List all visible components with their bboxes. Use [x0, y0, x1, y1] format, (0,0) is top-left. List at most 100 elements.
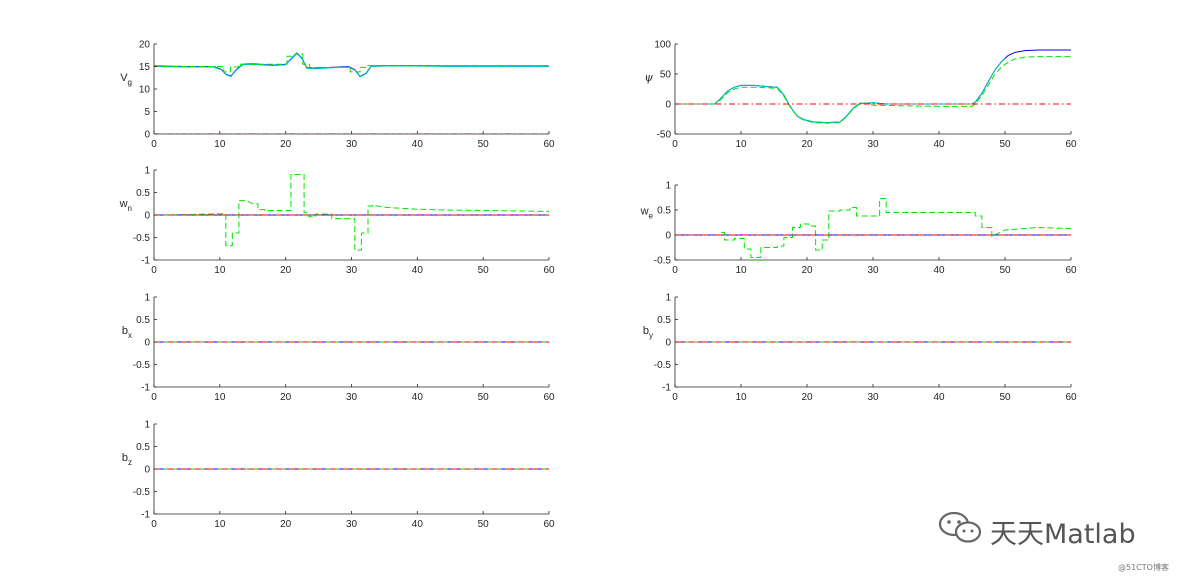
x-tick-label: 60	[543, 265, 555, 276]
y-tick-label: 0.5	[136, 188, 150, 199]
x-tick-label: 60	[543, 519, 555, 530]
x-tick-label: 30	[867, 265, 879, 276]
y-tick-label: -1	[141, 510, 150, 521]
x-tick-label: 60	[1065, 139, 1077, 150]
y-tick-label: 1	[144, 293, 150, 304]
y-tick-label: 0.5	[657, 315, 671, 326]
x-tick-label: 30	[346, 519, 358, 530]
x-tick-label: 30	[346, 265, 358, 276]
y-tick-label: 15	[139, 62, 151, 73]
x-tick-label: 20	[801, 392, 813, 403]
y-tick-label: -0.5	[654, 256, 672, 267]
series-line-wn-1	[154, 174, 549, 251]
x-tick-label: 0	[672, 392, 678, 403]
y-axis-label-we: we	[640, 206, 654, 221]
y-tick-label: -1	[662, 383, 671, 394]
y-tick-label: 20	[139, 40, 151, 51]
x-tick-label: 40	[412, 519, 424, 530]
y-tick-label: 0.5	[136, 315, 150, 326]
x-tick-label: 20	[280, 265, 292, 276]
x-tick-label: 60	[543, 139, 555, 150]
series-line-Vg-1	[154, 53, 549, 78]
x-tick-label: 50	[478, 519, 490, 530]
plot-area	[675, 185, 1071, 260]
x-tick-label: 30	[867, 139, 879, 150]
y-tick-label: -50	[657, 130, 672, 141]
x-tick-label: 40	[933, 265, 945, 276]
x-tick-label: 10	[214, 265, 226, 276]
y-tick-label: 1	[144, 420, 150, 431]
x-tick-label: 40	[933, 392, 945, 403]
x-tick-label: 0	[151, 392, 157, 403]
y-tick-label: 10	[139, 85, 151, 96]
x-tick-label: 30	[867, 392, 879, 403]
series-line-we-1	[721, 198, 1071, 258]
x-tick-label: 0	[672, 265, 678, 276]
y-axis-label-Vg: Vg	[120, 72, 132, 87]
y-tick-label: 0	[665, 231, 671, 242]
y-tick-label: 100	[654, 40, 671, 51]
y-axis-label-bz: bz	[122, 452, 132, 467]
y-axis-label-by: by	[643, 325, 653, 340]
y-tick-label: 0	[144, 465, 150, 476]
x-tick-label: 10	[214, 392, 226, 403]
y-tick-label: 50	[660, 70, 672, 81]
x-tick-label: 10	[735, 139, 747, 150]
x-tick-label: 50	[478, 392, 490, 403]
y-tick-label: 1	[144, 166, 150, 177]
x-tick-label: 0	[151, 265, 157, 276]
x-tick-label: 30	[346, 392, 358, 403]
x-tick-label: 40	[412, 392, 424, 403]
subplot-by: 0 10 20 30 40 50 60 -1 -0.5 0 0.5 1 by	[643, 293, 1077, 404]
y-tick-label: 1	[665, 181, 671, 192]
x-tick-label: 40	[412, 139, 424, 150]
x-tick-label: 20	[280, 519, 292, 530]
x-tick-label: 20	[280, 392, 292, 403]
y-tick-label: -1	[141, 256, 150, 267]
plot-area	[154, 44, 549, 134]
x-tick-label: 60	[1065, 392, 1077, 403]
y-axis-label-wn: wn	[119, 198, 132, 213]
y-tick-label: -0.5	[133, 233, 151, 244]
watermark: 天天Matlab	[936, 508, 1156, 550]
series-line-psi-1	[675, 58, 1006, 124]
x-tick-label: 50	[478, 265, 490, 276]
y-tick-label: 1	[665, 293, 671, 304]
x-tick-label: 10	[214, 139, 226, 150]
x-tick-label: 0	[151, 519, 157, 530]
y-tick-label: 0	[144, 211, 150, 222]
series-line-psi-2	[675, 56, 1071, 124]
x-tick-label: 50	[999, 265, 1011, 276]
y-tick-label: 0	[665, 338, 671, 349]
corner-mark: @51CTO博客	[1118, 563, 1169, 572]
y-tick-label: 0	[144, 130, 150, 141]
x-tick-label: 40	[412, 265, 424, 276]
x-tick-label: 20	[801, 265, 813, 276]
x-tick-label: 50	[999, 139, 1011, 150]
x-tick-label: 40	[933, 139, 945, 150]
x-tick-label: 50	[478, 139, 490, 150]
y-tick-label: -1	[141, 383, 150, 394]
wechat-icon	[938, 511, 982, 543]
subplot-bx: 0 10 20 30 40 50 60 -1 -0.5 0 0.5 1 bx	[122, 293, 555, 404]
x-tick-label: 10	[214, 519, 226, 530]
y-tick-label: -0.5	[133, 487, 151, 498]
y-tick-label: 0.5	[657, 206, 671, 217]
y-tick-label: 0	[665, 100, 671, 111]
y-tick-label: 0	[144, 338, 150, 349]
x-tick-label: 10	[735, 265, 747, 276]
y-axis-label-bx: bx	[122, 325, 132, 340]
y-tick-label: -0.5	[654, 360, 672, 371]
x-tick-label: 20	[801, 139, 813, 150]
y-tick-label: 5	[144, 107, 150, 118]
x-tick-label: 0	[151, 139, 157, 150]
subplot-wn: 0 10 20 30 40 50 60 -1 -0.5 0 0.5 1 wn	[119, 166, 555, 277]
x-tick-label: 20	[280, 139, 292, 150]
x-tick-label: 0	[672, 139, 678, 150]
watermark-text: 天天Matlab	[990, 519, 1136, 550]
y-tick-label: 0.5	[136, 442, 150, 453]
y-axis-label-psi: ψ	[644, 71, 653, 84]
x-tick-label: 30	[346, 139, 358, 150]
